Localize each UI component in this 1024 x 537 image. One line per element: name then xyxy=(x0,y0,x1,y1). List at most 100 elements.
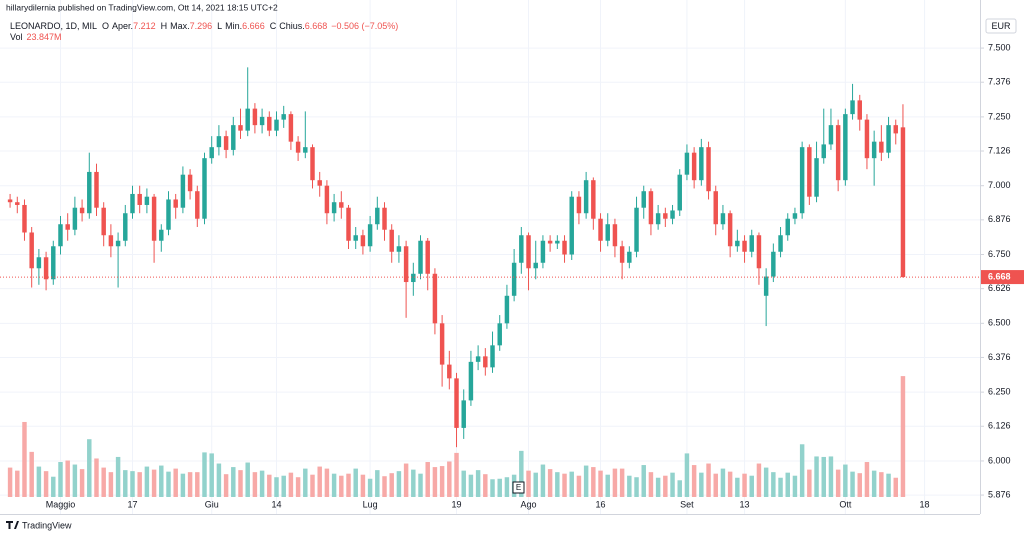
candle-body xyxy=(547,240,553,244)
candle-body xyxy=(382,207,387,230)
volume-bar xyxy=(835,469,841,497)
volume-bar xyxy=(281,475,286,497)
candle-body xyxy=(108,235,114,247)
volume-bar xyxy=(411,469,416,497)
candle-body xyxy=(763,276,769,296)
candle-body xyxy=(807,147,812,197)
currency[interactable]: EUR xyxy=(991,21,1011,31)
candle-body xyxy=(576,196,582,214)
volume-bar xyxy=(238,470,243,497)
candle-body xyxy=(439,323,445,365)
candle-body xyxy=(519,235,524,263)
y-tick-label: 6.376 xyxy=(988,352,1011,362)
candle-body xyxy=(792,213,798,219)
volume-bar xyxy=(785,472,790,497)
volume-bar xyxy=(43,471,49,497)
volume-bar xyxy=(713,473,718,497)
volume-bar xyxy=(331,473,337,497)
x-tick-label: Ott xyxy=(839,499,852,509)
candle-body xyxy=(735,240,740,247)
candle-body xyxy=(691,152,697,181)
volume-bar xyxy=(663,475,668,497)
legend-value: 6.668 xyxy=(305,21,328,31)
volume-bar xyxy=(771,472,776,497)
volume-bar xyxy=(130,471,135,497)
candle-body xyxy=(324,185,330,214)
candle-body xyxy=(612,224,618,247)
volume-bar xyxy=(367,478,373,497)
volume-bar xyxy=(706,463,711,497)
candle-body xyxy=(411,273,416,283)
volume-bar xyxy=(303,468,308,497)
candle-body xyxy=(447,364,452,379)
volume-bar xyxy=(382,476,387,497)
candle-body xyxy=(540,240,546,263)
candle-body xyxy=(619,246,625,263)
volume-bar xyxy=(425,462,430,497)
volume-bar xyxy=(418,473,423,497)
volume-bar xyxy=(562,473,567,497)
x-tick-label: Set xyxy=(680,499,694,509)
candle-body xyxy=(425,240,430,274)
earnings-marker[interactable] xyxy=(512,481,525,494)
x-tick-label: Ago xyxy=(521,499,537,509)
candle-body xyxy=(821,144,826,159)
candle-body xyxy=(151,196,157,241)
candle-body xyxy=(490,345,495,368)
candle-body xyxy=(115,240,121,247)
candle-body xyxy=(87,171,92,214)
legend-key: L xyxy=(217,21,222,31)
candle-body xyxy=(634,207,639,252)
candle-body xyxy=(187,174,193,192)
volume-bar xyxy=(72,464,78,497)
volume-bar xyxy=(396,471,402,497)
y-tick-label: 6.750 xyxy=(988,249,1011,259)
volume-bar xyxy=(598,470,603,497)
volume-legend: Vol 23.847M xyxy=(10,32,62,42)
candle-body xyxy=(598,218,603,241)
volume-bar xyxy=(670,472,675,497)
candle-body xyxy=(648,191,654,225)
candle-body xyxy=(504,295,510,324)
candle-body xyxy=(331,202,337,214)
volume-bar xyxy=(447,461,452,497)
candle-body xyxy=(605,224,610,241)
volume-bar xyxy=(879,472,884,497)
volume-bar xyxy=(699,472,704,497)
volume-bar xyxy=(814,456,819,497)
candle-body xyxy=(339,202,344,208)
volume-bar xyxy=(864,462,870,497)
candle-body xyxy=(684,152,690,175)
last-price-label: 6.668 xyxy=(988,271,1011,281)
candle-body xyxy=(627,251,632,263)
volume-bar xyxy=(173,468,178,497)
candle-body xyxy=(396,246,402,252)
volume-bar xyxy=(893,477,898,497)
candle-body xyxy=(209,147,214,159)
volume-bar xyxy=(195,472,200,497)
volume-bar xyxy=(792,475,798,497)
candle-body xyxy=(591,180,596,219)
volume-bar xyxy=(605,474,610,497)
volume-bar xyxy=(483,474,488,497)
volume-bar xyxy=(691,465,697,497)
candle-body xyxy=(223,136,229,150)
volume-bar xyxy=(828,456,834,497)
candle-body xyxy=(295,141,301,153)
volume-bar xyxy=(36,466,42,497)
volume-bar xyxy=(209,453,214,497)
volume-bar xyxy=(454,452,459,497)
currency-box[interactable] xyxy=(985,18,1017,34)
legend-value: 7.212 xyxy=(133,21,156,31)
candle-body xyxy=(900,127,906,278)
volume-bar xyxy=(267,474,272,497)
candle-body xyxy=(267,116,272,131)
candle-body xyxy=(771,251,776,277)
earnings-label[interactable]: E xyxy=(516,483,521,492)
candle-body xyxy=(857,100,862,120)
volume-bar xyxy=(159,465,164,497)
volume-bar xyxy=(799,444,805,497)
volume-bar xyxy=(749,475,754,497)
candle-body xyxy=(706,147,711,192)
candle-body xyxy=(65,224,70,230)
